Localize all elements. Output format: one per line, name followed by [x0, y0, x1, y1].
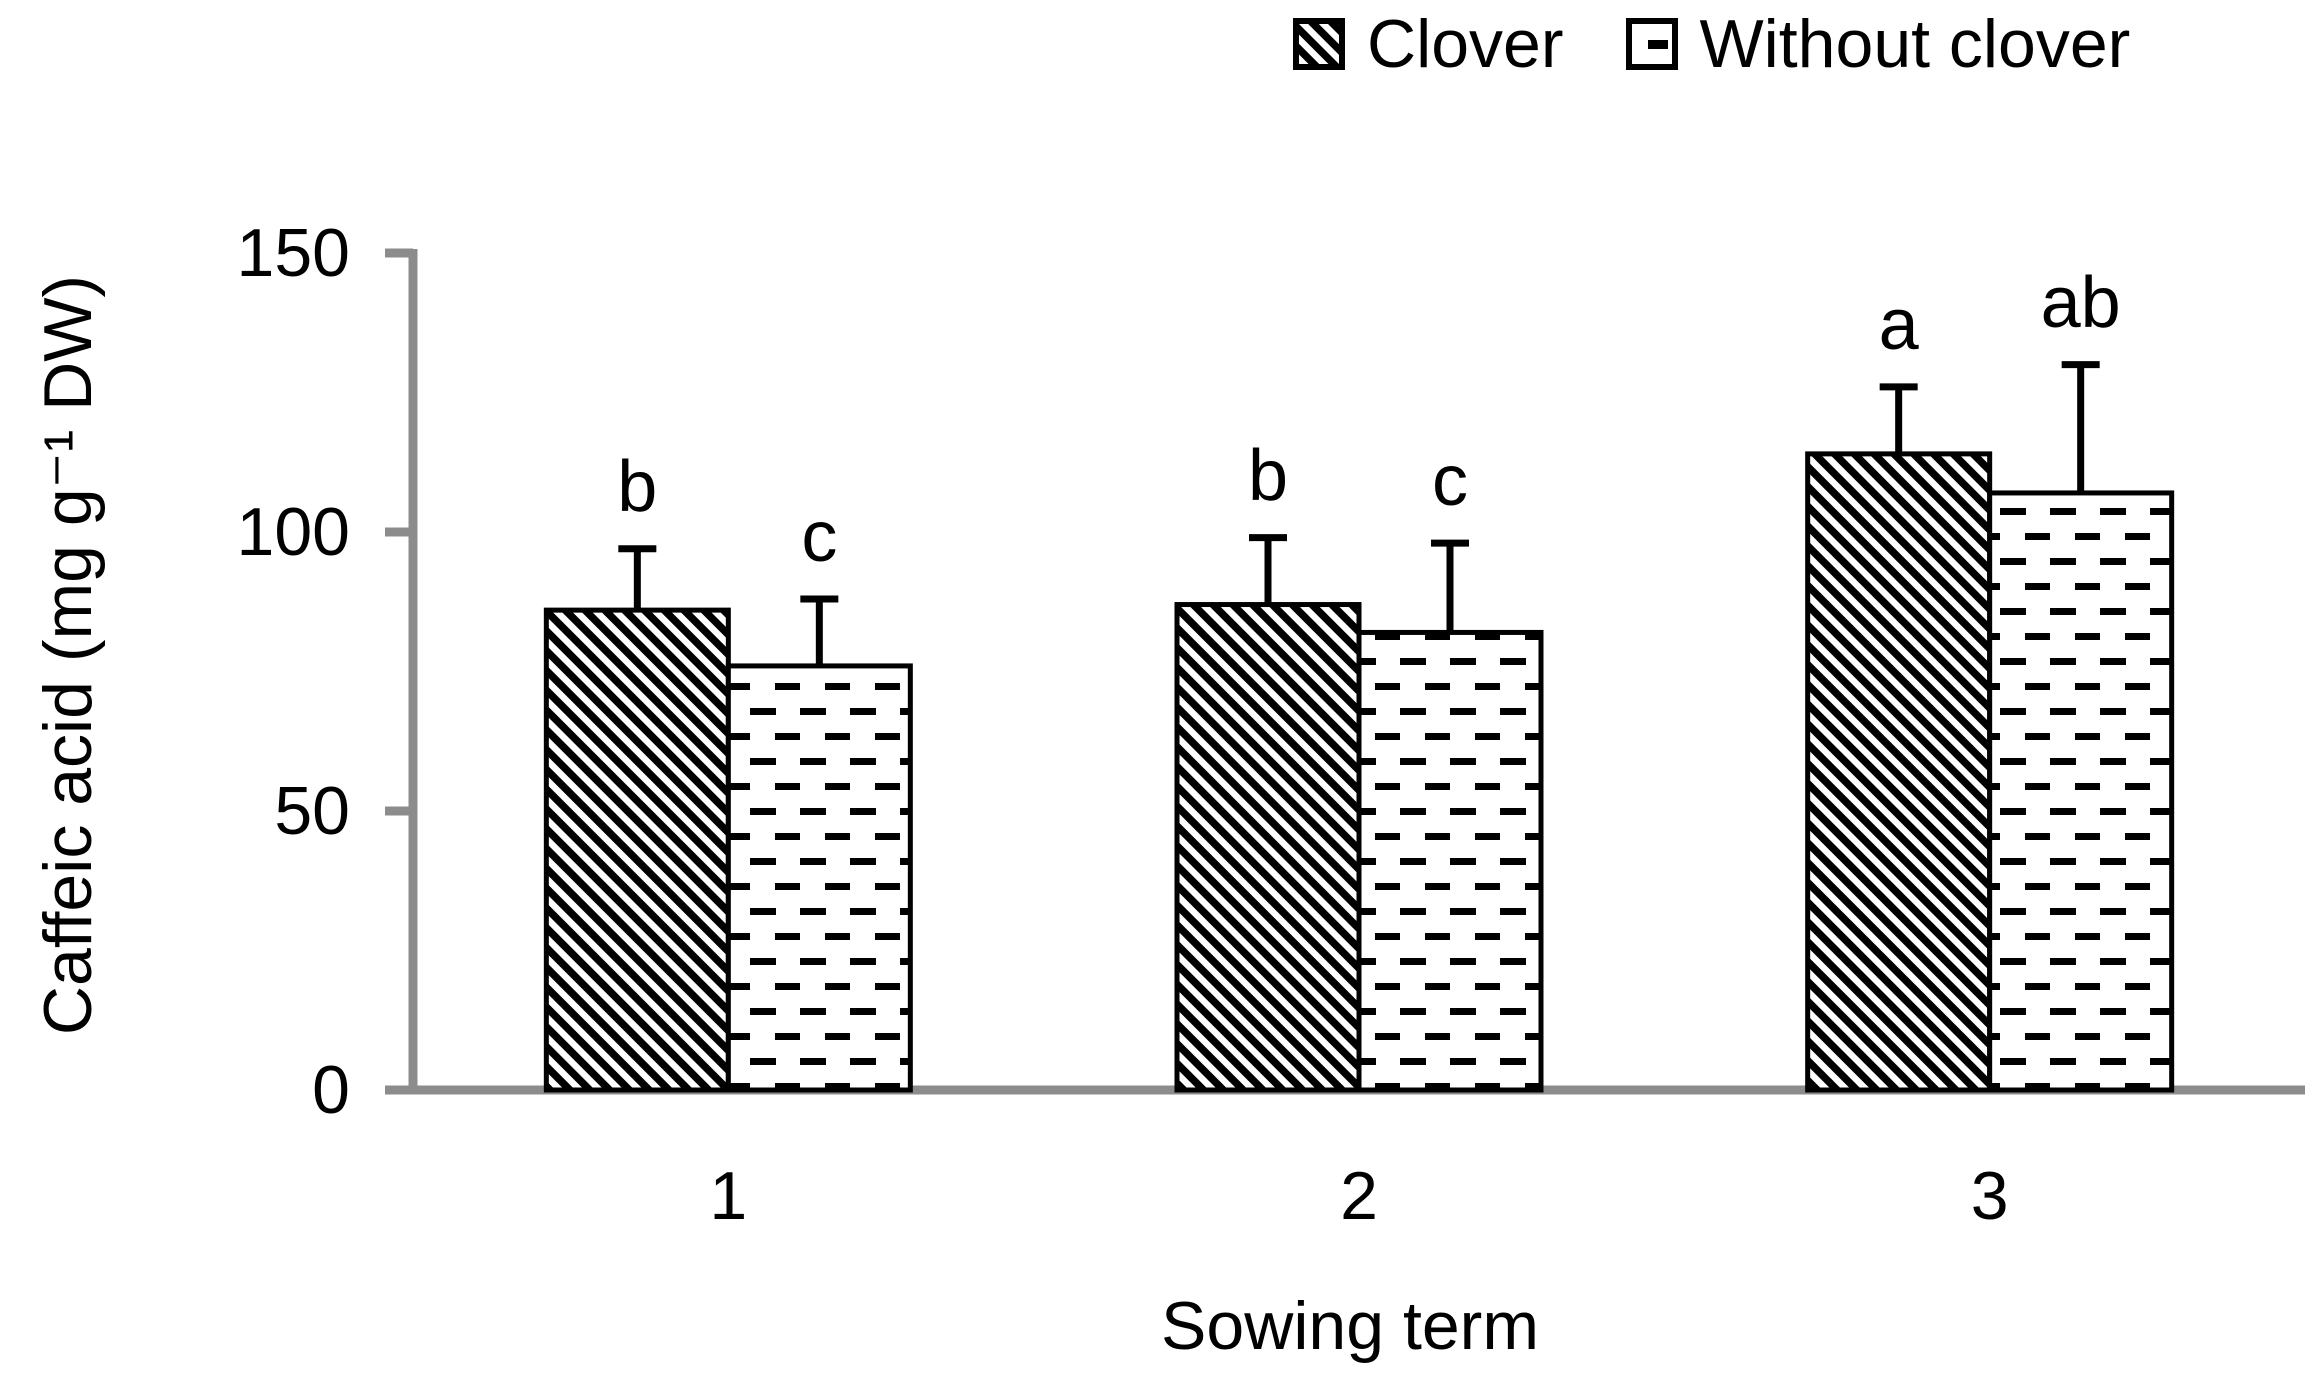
legend-item-clover: Clover — [1293, 10, 1564, 78]
x-axis-title: Sowing term — [1161, 1288, 1539, 1364]
significance-letter: b — [1247, 435, 1289, 516]
bar-clover — [1805, 451, 1993, 1093]
clover-hatch-swatch-icon — [1293, 18, 1345, 70]
significance-letter: ab — [2040, 262, 2121, 343]
bar-without-clover — [1356, 629, 1544, 1093]
x-category-label: 3 — [1970, 1158, 2009, 1234]
significance-letter: a — [1878, 284, 1919, 365]
y-axis-title: Caffeic acid (mg g⁻¹ DW) — [30, 274, 106, 1036]
bar-clover — [1174, 602, 1362, 1093]
y-tick-label: 100 — [236, 494, 350, 570]
y-tick-label: 50 — [274, 773, 350, 849]
legend-label-clover: Clover — [1367, 6, 1564, 82]
y-tick-label: 150 — [236, 215, 350, 291]
x-category-label: 1 — [709, 1158, 748, 1234]
legend-label-without-clover: Without clover — [1699, 6, 2131, 82]
significance-letter: c — [801, 496, 838, 577]
x-category-label: 2 — [1340, 1158, 1378, 1234]
dash-swatch-icon — [1625, 18, 1678, 70]
legend: Clover Without clover — [1293, 10, 2130, 78]
significance-letter: b — [617, 446, 658, 527]
significance-letter: c — [1432, 441, 1468, 522]
y-tick-label: 0 — [312, 1052, 350, 1128]
bar-clover — [543, 607, 731, 1093]
bar-without-clover — [725, 663, 913, 1093]
bar-without-clover — [1987, 490, 2175, 1093]
legend-item-without-clover: Without clover — [1625, 6, 2131, 82]
